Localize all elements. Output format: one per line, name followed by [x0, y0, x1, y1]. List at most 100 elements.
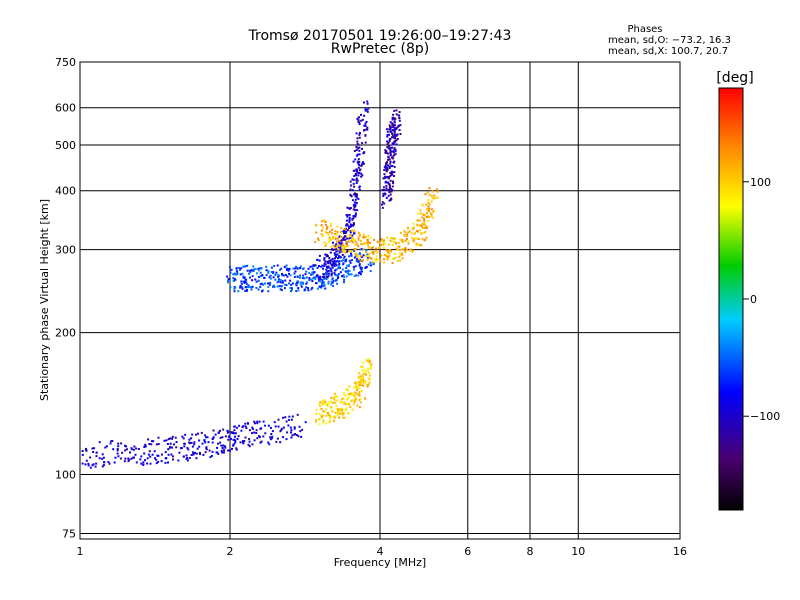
scatter-point — [101, 453, 104, 456]
scatter-point — [387, 164, 389, 167]
scatter-point — [358, 386, 361, 389]
scatter-point — [172, 455, 174, 458]
scatter-point — [234, 435, 236, 438]
scatter-point — [280, 285, 283, 287]
scatter-point — [385, 168, 388, 171]
plot-frame — [79, 61, 681, 540]
scatter-point — [273, 265, 276, 267]
scatter-point — [300, 285, 303, 288]
scatter-point — [323, 265, 326, 268]
scatter-point — [354, 239, 356, 242]
scatter-point — [202, 453, 205, 456]
scatter-point — [297, 287, 300, 290]
scatter-point — [221, 451, 223, 454]
scatter-point — [426, 226, 429, 229]
scatter-point — [333, 248, 336, 251]
scatter-point — [424, 226, 427, 229]
scatter-point — [362, 254, 365, 257]
scatter-point — [235, 447, 238, 450]
scatter-point — [231, 432, 234, 435]
scatter-point — [331, 228, 334, 231]
scatter-point — [363, 114, 366, 117]
scatter-point — [325, 223, 327, 226]
scatter-point — [142, 461, 145, 464]
scatter-point — [233, 425, 236, 428]
scatter-point — [172, 458, 174, 461]
scatter-point — [348, 273, 351, 276]
scatter-point — [243, 276, 246, 279]
scatter-point — [389, 129, 392, 132]
scatter-point — [81, 462, 84, 465]
scatter-point — [401, 253, 404, 256]
scatter-point — [355, 149, 358, 151]
scatter-point — [102, 456, 105, 459]
scatter-point — [345, 388, 348, 391]
scatter-point — [253, 431, 256, 434]
scatter-point — [341, 275, 343, 278]
scatter-point — [328, 236, 331, 239]
scatter-point — [349, 225, 352, 228]
scatter-point — [348, 270, 351, 273]
scatter-point — [144, 445, 147, 448]
scatter-point — [277, 274, 280, 276]
scatter-point — [204, 434, 207, 437]
scatter-point — [188, 457, 191, 459]
scatter-point — [286, 431, 289, 434]
scatter-point — [259, 267, 261, 270]
scatter-point — [325, 408, 327, 411]
scatter-point — [182, 455, 185, 458]
scatter-point — [357, 158, 360, 161]
scatter-point — [261, 290, 263, 293]
scatter-point — [149, 462, 152, 465]
scatter-point — [293, 275, 296, 278]
scatter-point — [185, 458, 188, 460]
scatter-point — [287, 424, 290, 427]
scatter-point — [309, 265, 312, 268]
scatter-point — [291, 415, 294, 418]
scatter-point — [313, 271, 316, 274]
scatter-point — [388, 175, 391, 178]
scatter-point — [352, 182, 355, 185]
scatter-point — [345, 270, 348, 273]
scatter-point — [238, 266, 241, 269]
scatter-point — [231, 447, 233, 450]
scatter-point — [348, 213, 351, 216]
scatter-point — [366, 253, 369, 256]
scatter-point — [152, 440, 155, 443]
scatter-point — [419, 244, 421, 247]
scatter-point — [360, 366, 362, 369]
scatter-point — [253, 439, 256, 442]
scatter-point — [423, 221, 426, 224]
scatter-point — [326, 403, 329, 406]
scatter-point — [227, 281, 229, 284]
scatter-point — [130, 457, 133, 460]
scatter-point — [348, 225, 351, 228]
scatter-point — [368, 246, 371, 249]
scatter-point — [321, 414, 324, 417]
scatter-point — [260, 267, 263, 270]
scatter-point — [382, 189, 385, 192]
scatter-point — [333, 398, 336, 401]
scatter-point — [331, 266, 334, 269]
scatter-point — [361, 147, 363, 150]
scatter-point — [360, 243, 363, 245]
scatter-point — [328, 238, 331, 241]
scatter-point — [132, 448, 135, 451]
scatter-point — [128, 458, 131, 461]
scatter-point — [367, 369, 369, 372]
y-tick-label: 400 — [55, 185, 76, 198]
scatter-point — [324, 411, 327, 413]
scatter-point — [320, 408, 323, 410]
scatter-point — [367, 241, 370, 244]
scatter-point — [186, 456, 189, 459]
scatter-point — [364, 108, 367, 111]
scatter-point — [363, 368, 366, 371]
scatter-point — [336, 230, 339, 233]
scatter-point — [393, 148, 396, 151]
scatter-point — [127, 460, 130, 463]
scatter-point — [151, 440, 153, 443]
scatter-point — [273, 421, 276, 424]
scatter-point — [212, 429, 215, 432]
scatter-point — [329, 261, 332, 264]
